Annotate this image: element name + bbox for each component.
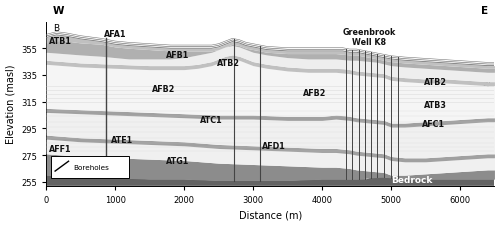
Text: B: B [53, 24, 59, 33]
Text: AFB2: AFB2 [152, 84, 175, 93]
Text: ATB3: ATB3 [424, 100, 448, 109]
Text: E: E [480, 6, 488, 16]
Text: ATB2: ATB2 [424, 78, 448, 87]
Text: ATC1: ATC1 [200, 115, 223, 124]
Text: Greenbrook
Well K8: Greenbrook Well K8 [342, 28, 396, 47]
Text: B': B' [482, 82, 491, 91]
Y-axis label: Elevation (masl): Elevation (masl) [6, 65, 16, 144]
Text: AFB2: AFB2 [304, 88, 327, 97]
Text: ATG1: ATG1 [166, 156, 189, 165]
Text: ATB1: ATB1 [48, 36, 72, 45]
X-axis label: Distance (m): Distance (m) [238, 209, 302, 219]
Text: AFC1: AFC1 [422, 119, 446, 128]
Text: AFA1: AFA1 [104, 30, 126, 39]
Text: ATE1: ATE1 [111, 135, 133, 144]
Text: AFB1: AFB1 [166, 51, 189, 60]
Polygon shape [46, 176, 494, 186]
Text: AFD1: AFD1 [262, 142, 285, 151]
Text: W: W [53, 6, 64, 16]
Text: ATB2: ATB2 [218, 59, 240, 68]
Text: Bedrock: Bedrock [391, 175, 432, 184]
FancyBboxPatch shape [50, 157, 129, 178]
Text: AFF1: AFF1 [48, 144, 71, 153]
Text: Boreholes: Boreholes [73, 164, 109, 170]
